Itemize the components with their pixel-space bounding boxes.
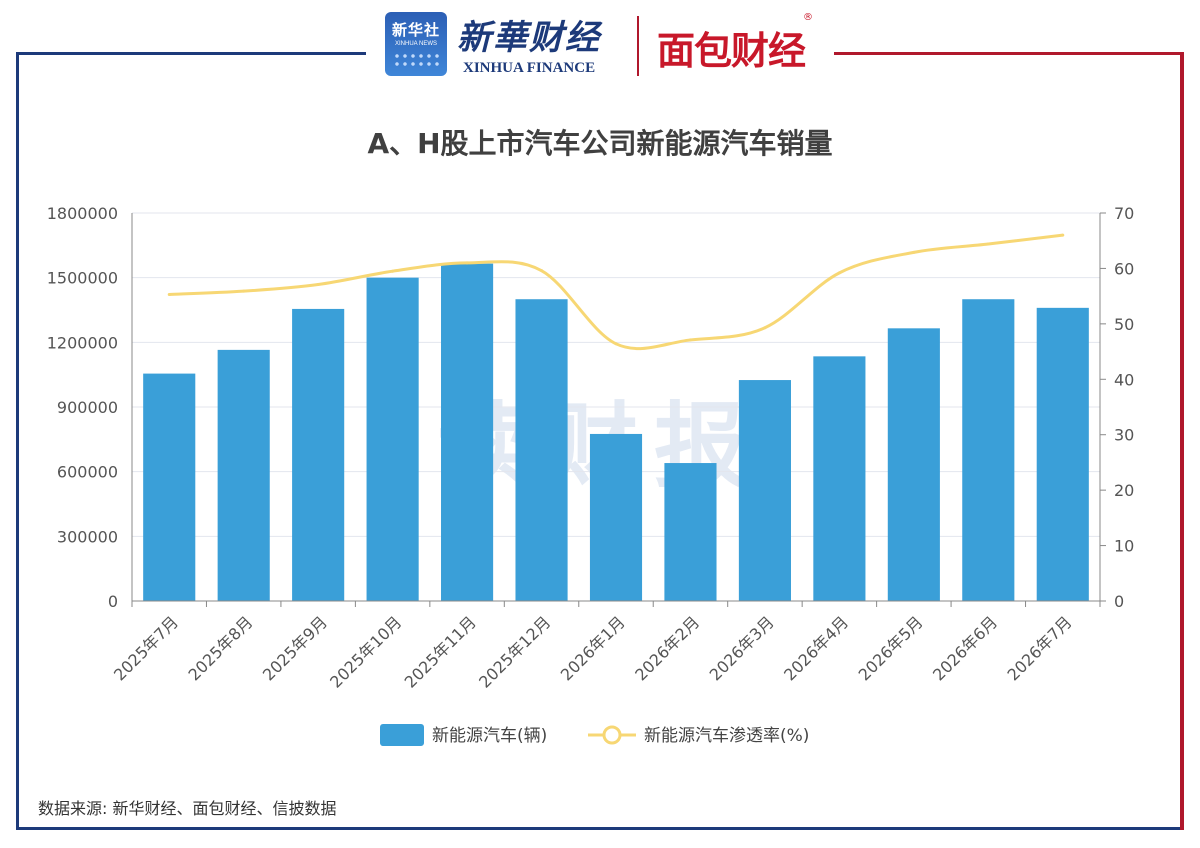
legend-bar-label: 新能源汽车(辆) [432,726,547,746]
x-tick-label: 2025年8月 [184,612,256,684]
bar [813,356,866,601]
y-right-tick-label: 70 [1114,204,1134,223]
y-left-tick-label: 1200000 [47,333,118,352]
y-left-tick-label: 900000 [57,398,118,417]
y-left-tick-label: 0 [108,592,118,611]
bar [515,299,568,601]
bar [1036,307,1089,601]
legend-line-marker [602,725,622,745]
logo-separator [637,16,639,76]
x-tick-label: 2026年6月 [929,612,1001,684]
bar [738,380,791,601]
line-point [1061,233,1065,237]
xinhua-finance-logo-cn: 新華财经 [457,18,601,58]
mianbao-finance-logo: 面包财经 [657,29,806,73]
y-right-tick-label: 60 [1114,259,1134,278]
x-tick-label: 2026年1月 [557,612,629,684]
chart-title: A、H股上市汽车公司新能源汽车销量 [367,127,833,160]
bar [589,433,643,601]
registered-mark: ® [803,12,813,23]
line-point [837,271,841,275]
line-point [763,326,767,330]
line-series [167,233,1065,351]
bar-series [143,263,1089,601]
globe-icon [393,52,439,70]
line-point [688,338,692,342]
line-point [540,269,544,273]
chart-frame-right-edge [1180,52,1184,830]
xinhua-finance-logo-en: XINHUA FINANCE [463,60,596,76]
x-tick-label: 2025年11月 [401,612,480,691]
xinhua-news-logo: 新华社 XINHUA NEWS [385,12,447,76]
x-tick-label: 2025年10月 [326,612,405,691]
header-rule-right [834,52,1184,55]
line-point [167,292,171,296]
x-tick-label: 2025年12月 [475,612,554,691]
y-right-tick-label: 20 [1114,481,1134,500]
header-rule-left [16,52,366,55]
y-left-tick-label: 600000 [57,463,118,482]
bar [143,373,196,601]
line-point [316,283,320,287]
line-point [242,289,246,293]
bar [887,328,940,601]
y-right-tick-label: 40 [1114,370,1134,389]
x-tick-label: 2026年5月 [855,612,927,684]
x-tick-label: 2025年9月 [259,612,331,684]
bar [217,349,270,601]
y-right-tick-label: 0 [1114,592,1124,611]
x-tick-label: 2025年7月 [110,612,182,684]
legend-line-label: 新能源汽车渗透率(%) [644,726,809,746]
y-right-tick-label: 30 [1114,426,1134,445]
bar [441,263,494,601]
legend-bar-swatch [380,724,424,746]
bar [292,308,345,601]
line-point [986,242,990,246]
line-point [614,342,618,346]
xinhua-badge-en: XINHUA NEWS [394,41,437,47]
x-tick-label: 2026年4月 [780,612,852,684]
line-point [912,250,916,254]
bar [664,463,717,601]
y-right-tick-label: 50 [1114,315,1134,334]
bar [366,277,419,601]
x-tick-label: 2026年3月 [706,612,778,684]
y-left-tick-label: 1800000 [47,204,118,223]
x-tick-label: 2026年2月 [631,612,703,684]
line-point [391,269,395,273]
y-left-tick-label: 300000 [57,527,118,546]
bar [962,299,1015,601]
xinhua-badge-cn: 新华社 [391,21,440,39]
legend: 新能源汽车(辆) 新能源汽车渗透率(%) [380,724,809,746]
brand-header: 新华社 XINHUA NEWS 新華财经 XINHUA FINANCE 面包财经… [385,10,825,80]
line-point [465,261,469,265]
x-tick-label: 2026年7月 [1004,612,1076,684]
y-left-tick-label: 1500000 [47,269,118,288]
data-source-note: 数据来源: 新华财经、面包财经、信披数据 [38,799,337,818]
y-right-tick-label: 10 [1114,537,1134,556]
